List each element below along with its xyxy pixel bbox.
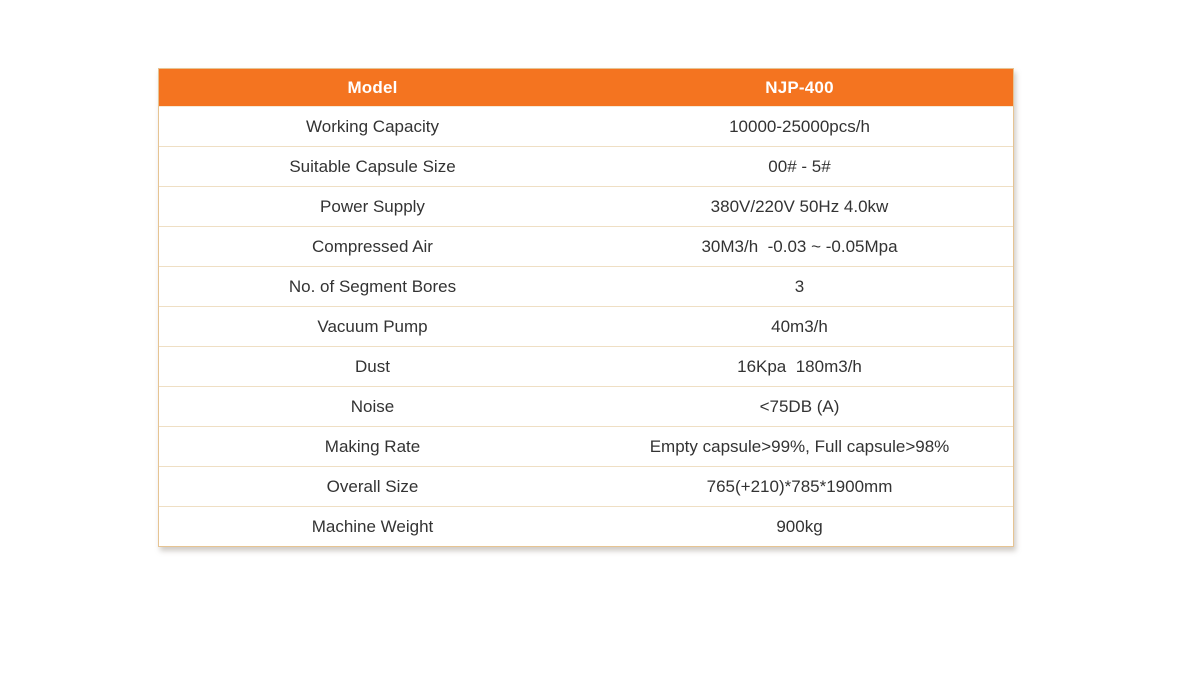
- spec-table: Model NJP-400 Working Capacity 10000-250…: [158, 68, 1014, 547]
- spec-row-value: 10000-25000pcs/h: [729, 116, 870, 136]
- table-row: Noise <75DB (A): [159, 386, 1013, 426]
- table-row: Making Rate Empty capsule>99%, Full caps…: [159, 426, 1013, 466]
- spec-row-label: Suitable Capsule Size: [289, 156, 456, 176]
- spec-row-value: 30M3/h -0.03 ~ -0.05Mpa: [701, 236, 898, 256]
- table-row: Dust 16Kpa 180m3/h: [159, 346, 1013, 386]
- spec-row-value: 16Kpa 180m3/h: [737, 356, 862, 376]
- spec-table-header-row: Model NJP-400: [159, 69, 1013, 106]
- spec-row-label: Noise: [350, 396, 395, 416]
- spec-row-label: Working Capacity: [306, 116, 439, 136]
- spec-table-header-model-value: NJP-400: [765, 77, 834, 97]
- spec-row-value: <75DB (A): [759, 396, 840, 416]
- table-row: Compressed Air 30M3/h -0.03 ~ -0.05Mpa: [159, 226, 1013, 266]
- spec-row-label: Compressed Air: [312, 236, 433, 256]
- table-row: Overall Size 765(+210)*785*1900mm: [159, 466, 1013, 506]
- spec-row-label: Machine Weight: [311, 516, 434, 536]
- spec-row-value: 380V/220V 50Hz 4.0kw: [710, 196, 889, 216]
- spec-row-label: Making Rate: [324, 436, 421, 456]
- table-row: Machine Weight 900kg: [159, 506, 1013, 546]
- table-row: No. of Segment Bores 3: [159, 266, 1013, 306]
- table-row: Working Capacity 10000-25000pcs/h: [159, 106, 1013, 146]
- spec-row-value: 900kg: [776, 516, 823, 536]
- spec-row-value: 40m3/h: [771, 316, 828, 336]
- spec-row-value: 3: [794, 276, 805, 296]
- table-row: Vacuum Pump 40m3/h: [159, 306, 1013, 346]
- spec-row-label: Dust: [355, 356, 390, 376]
- spec-table-body: Working Capacity 10000-25000pcs/h Suitab…: [159, 106, 1013, 546]
- spec-row-label: No. of Segment Bores: [288, 276, 457, 296]
- spec-row-value: 765(+210)*785*1900mm: [706, 476, 893, 496]
- spec-row-label: Power Supply: [320, 196, 425, 216]
- spec-row-value: Empty capsule>99%, Full capsule>98%: [649, 436, 950, 456]
- spec-row-label: Overall Size: [326, 476, 419, 496]
- table-row: Suitable Capsule Size 00# - 5#: [159, 146, 1013, 186]
- spec-row-label: Vacuum Pump: [317, 316, 428, 336]
- spec-row-value: 00# - 5#: [768, 156, 831, 176]
- spec-table-header-model: Model: [347, 77, 398, 97]
- table-row: Power Supply 380V/220V 50Hz 4.0kw: [159, 186, 1013, 226]
